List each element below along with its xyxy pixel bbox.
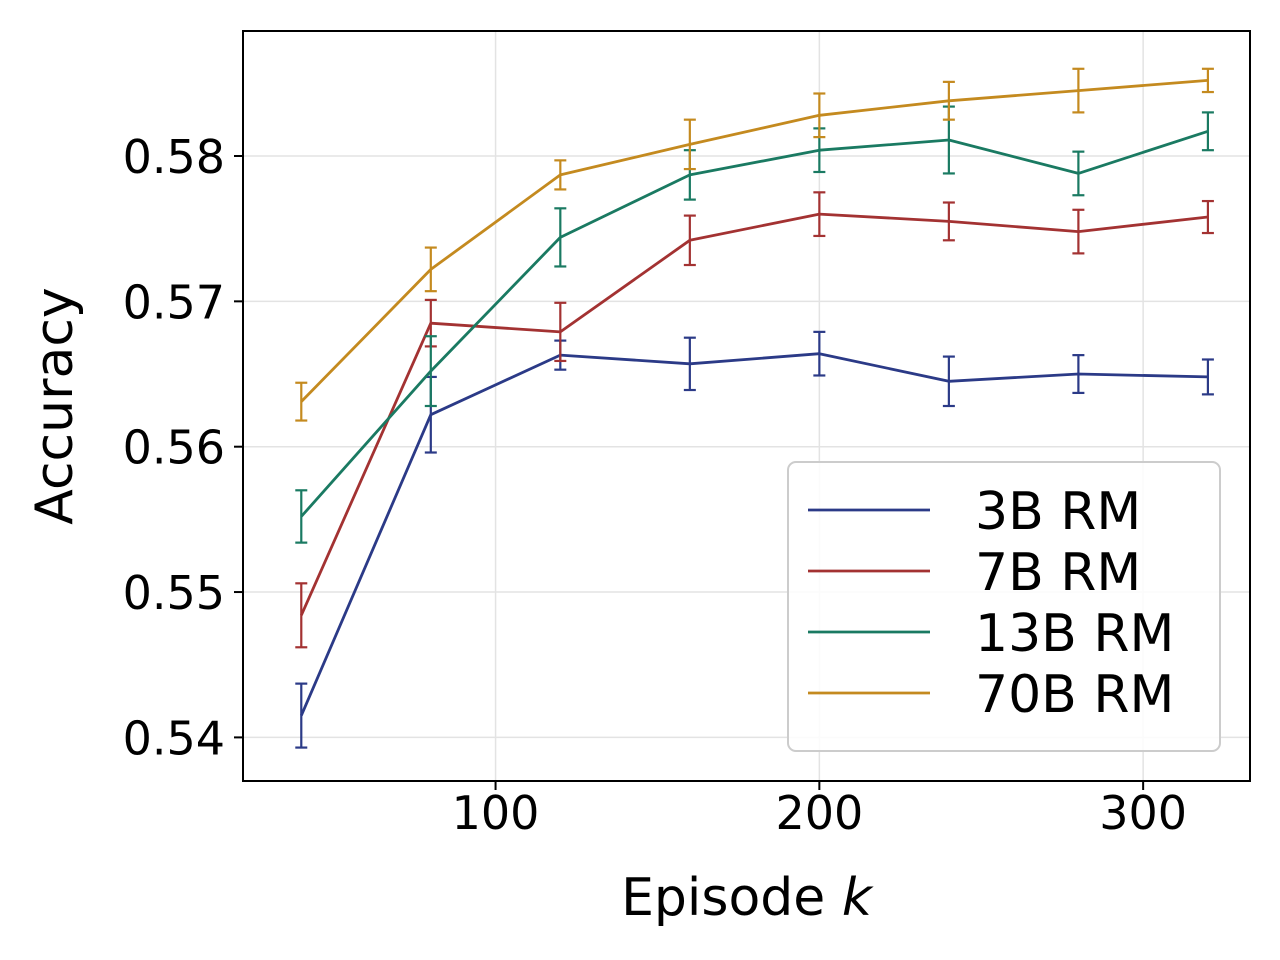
y-axis-label: Accuracy [25,287,85,524]
x-tick-label: 200 [775,786,863,840]
y-tick-label: 0.58 [123,130,225,184]
legend-box [787,461,1221,752]
series-line [300,129,1209,518]
y-tick-label: 0.54 [123,711,225,765]
series-layer [295,67,1214,749]
series-line [300,79,1209,403]
x-axis-label: Episode k [621,868,874,928]
legend-label: 3B RM [975,482,1141,542]
series-line [300,212,1209,616]
legend-label: 70B RM [975,665,1174,725]
x-tick-label: 300 [1099,786,1187,840]
y-tick-label: 0.55 [123,566,225,620]
y-tick-label: 0.57 [123,275,225,329]
legend-label: 13B RM [975,604,1174,664]
x-axis-label-text: Episode [621,868,825,928]
series-70b-rm [295,67,1214,422]
axis-ticks: 100 200 300 0.54 0.55 0.56 0.57 0.58 [123,130,1187,840]
x-axis-label-variable: k [842,868,874,928]
legend-label: 7B RM [975,543,1141,603]
x-tick-label: 100 [452,786,540,840]
series-line [300,352,1208,717]
y-tick-label: 0.56 [123,421,225,475]
series-7b-rm [295,191,1214,649]
plot-area-frame [242,30,1251,782]
